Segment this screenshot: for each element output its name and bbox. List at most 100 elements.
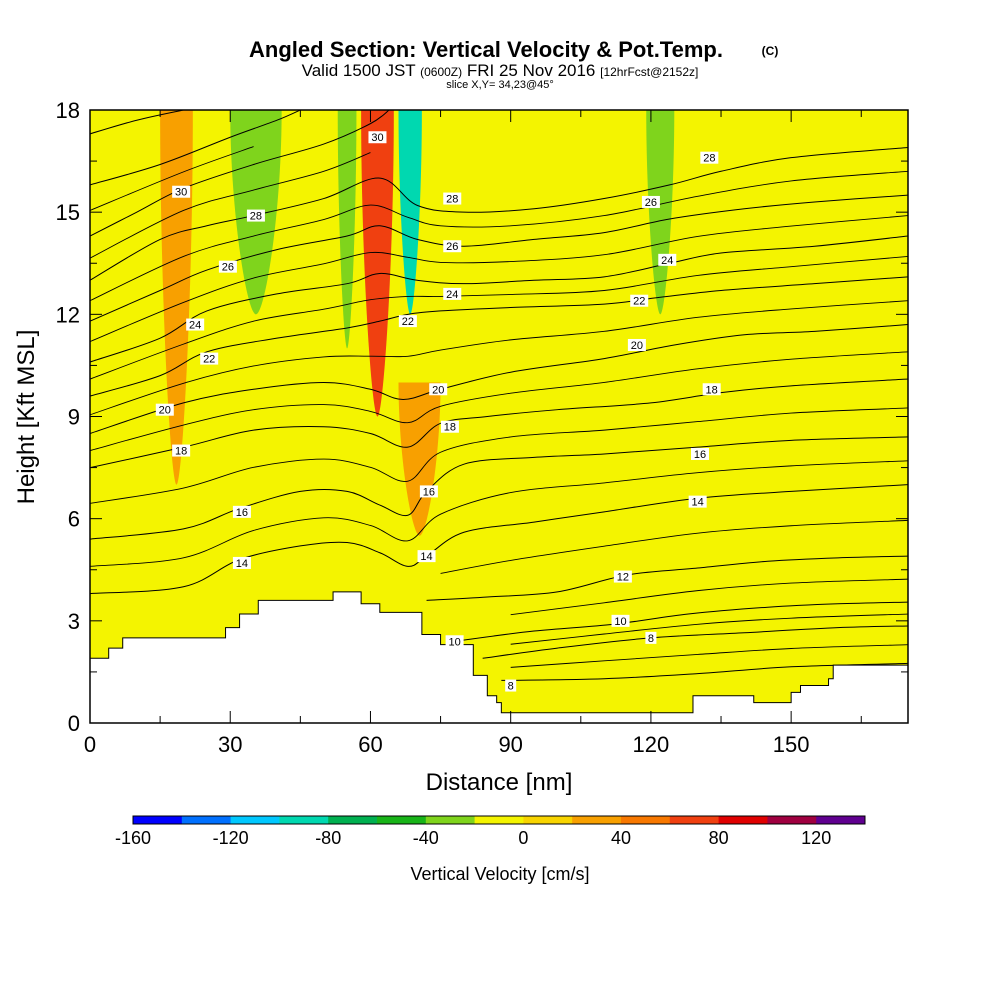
theta-contour-mid-12 [440,519,908,574]
colorbar-tick-label: 40 [611,828,631,848]
contour-label-text: 20 [631,340,643,352]
colorbar-tick-label: -120 [213,828,249,848]
velocity-region-7 [758,110,796,213]
contour-label-25: 24 [658,253,677,267]
y-tick-label: 18 [56,98,80,123]
colorbar-tick-label: 120 [801,828,831,848]
contour-label-text: 14 [236,558,248,570]
colorbar-swatch [181,816,232,824]
contour-label-text: 28 [703,153,715,165]
theta-contour-mid-22 [90,255,908,380]
contour-label-14: 20 [429,383,448,396]
contour-label-text: 16 [236,507,248,519]
x-tick-label: 60 [358,732,382,757]
contour-label-15: 18 [440,420,459,434]
contour-label-17: 14 [417,550,436,563]
colorbar-swatch [279,816,329,824]
contour-label-text: 22 [633,296,645,308]
y-axis-title: Height [Kft MSL] [13,330,40,505]
contour-label-text: 8 [508,681,514,693]
contour-label-13: 22 [398,315,417,328]
contour-label-8: 14 [232,556,251,570]
contour-label-text: 16 [694,449,706,461]
contour-label-text: 26 [446,241,458,253]
theta-contour-12 [426,555,908,601]
chart-subtitle: Valid 1500 JST (0600Z) FRI 25 Nov 2016 [… [302,61,699,80]
chart-title: Angled Section: Vertical Velocity & Pot.… [249,37,723,62]
contour-label-text: 28 [250,211,262,223]
contour-label-text: 18 [706,384,718,396]
contour-label-text: 10 [448,636,460,648]
contour-label-27: 20 [627,338,646,352]
contour-label-18: 10 [445,635,464,648]
contour-label-text: 18 [175,446,187,458]
contour-label-text: 22 [203,354,215,366]
plot-area: 30 28 26 24 22 20 18 16 14 30 28 26 24 22 20 18 16 14 10 8 1… [89,109,909,724]
theta-contour-34 [90,110,184,135]
theta-contour-mid-18 [90,351,908,451]
colorbar-swatch [718,816,768,824]
valid-time: Valid 1500 JST [302,61,416,80]
contour-labels: 30 28 26 24 22 20 18 16 14 30 28 26 24 22 20 18 16 14 10 8 1… [155,131,721,693]
contour-label-text: 26 [645,197,657,209]
theta-contour-28 [90,146,908,281]
colorbar-tick-label: -160 [115,828,151,848]
contour-label-text: 24 [446,289,458,301]
contour-label-2: 26 [218,260,237,274]
colorbar-swatch [377,816,427,824]
contour-label-28: 18 [702,383,721,396]
theta-contour-30 [90,110,390,237]
x-tick-label: 120 [633,732,670,757]
colorbar-swatch [328,816,378,824]
y-tick-label: 9 [68,405,80,430]
colorbar-swatch [474,816,524,824]
contour-label-text: 8 [648,633,654,645]
x-tick-label: 30 [218,732,242,757]
contour-label-30: 14 [688,495,707,509]
contour-label-text: 30 [175,187,187,199]
contour-label-23: 28 [700,151,719,165]
theta-contour-10 [454,601,908,642]
contour-label-11: 26 [443,240,462,253]
theta-contour-mid-28 [90,152,371,259]
colorbar-tick-label: -40 [413,828,439,848]
theta-contour-mid-24 [90,215,908,342]
forecast-info: [12hrFcst@2152z] [600,65,698,79]
contour-label-12: 24 [443,287,462,301]
theta-contour-mid-16 [90,407,908,504]
x-axis-title: Distance [nm] [426,769,573,796]
velocity-region-4 [398,110,422,315]
contour-label-24: 26 [641,195,660,209]
contour-label-3: 24 [186,318,205,332]
contour-label-text: 22 [402,316,414,328]
colorbar-swatch [767,816,817,824]
colorbar-swatch [669,816,720,824]
theta-contour-mid-10 [510,578,908,616]
contour-label-text: 16 [423,486,435,498]
contour-label-29: 16 [690,447,709,461]
colorbar-title: Vertical Velocity [cm/s] [410,864,589,884]
chart-title-tag: (C) [762,44,779,58]
theta-contour-mid-26 [90,170,908,302]
contour-label-26: 22 [630,294,649,308]
velocity-region-0 [160,110,193,485]
colorbar-tick-label: 80 [709,828,729,848]
contour-label-text: 14 [420,551,432,563]
contour-label-6: 18 [172,444,191,458]
theta-contour-mid-6 [510,644,908,668]
colorbar: -160 -120 -80 -40 0 40 80 120 [115,815,866,848]
contour-label-text: 24 [661,255,673,267]
colorbar-frame [132,815,866,825]
y-tick-label: 12 [56,302,80,327]
velocity-region-2 [337,110,357,349]
x-tick-label: 90 [498,732,522,757]
contour-label-20: 12 [613,570,632,584]
colorbar-tick-label: 0 [518,828,528,848]
colorbar-swatch [523,816,573,824]
contour-label-text: 24 [189,320,201,332]
velocity-region-8 [351,559,371,601]
colorbar-swatch [133,816,183,824]
valid-date: FRI 25 Nov 2016 [467,61,596,80]
theta-contour-mid-8 [510,613,908,645]
